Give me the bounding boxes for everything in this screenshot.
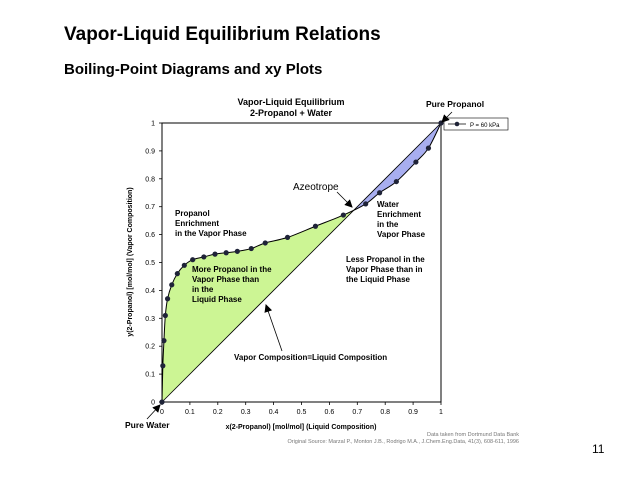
data-point: [312, 223, 319, 229]
x-tick-label: 0.8: [380, 409, 390, 416]
water-enrichment-line: in the: [377, 220, 399, 229]
more-propanol-note: More Propanol in the Vapor Phase than in…: [192, 265, 272, 304]
pure-water-arrow: [146, 404, 161, 420]
data-point: [164, 296, 171, 302]
x-tick-label: 0.5: [297, 409, 307, 416]
data-point: [190, 257, 196, 263]
source-line-1: Data taken from Dortmund Data Bank: [427, 432, 519, 438]
less-propanol-line: the Liquid Phase: [346, 275, 411, 284]
propanol-enrichment-line: in the Vapor Phase: [175, 229, 247, 238]
data-point: [425, 145, 432, 151]
slide-subtitle: Boiling-Point Diagrams and xy Plots: [64, 61, 323, 78]
y-tick-label: 0.2: [145, 344, 155, 351]
y-tick-label: 0.8: [145, 176, 155, 183]
water-enrichment-line: Enrichment: [377, 210, 421, 219]
y-axis-label: y(2-Propanol) [mol/mol] (Vapor Compositi…: [127, 187, 134, 336]
data-point: [169, 282, 175, 288]
source-line-2: Original Source: Marzal P., Monton J.B.,…: [287, 439, 519, 445]
less-propanol-line: Vapor Phase than in: [346, 265, 423, 274]
data-point: [262, 240, 268, 246]
x-axis-label: x(2-Propanol) [mol/mol] (Liquid Composit…: [226, 424, 377, 431]
water-enrichment-line: Water: [377, 200, 399, 209]
chart-title: Vapor-Liquid Equilibrium: [238, 97, 345, 107]
y-axis-ticks: 0 0.1 0.2 0.3 0.4 0.5 0.6 0.7 0.8 0.9 1: [145, 121, 162, 407]
y-tick-label: 0.6: [145, 232, 155, 239]
pure-water-label: Pure Water: [125, 420, 170, 430]
data-point: [248, 245, 254, 252]
data-point: [393, 178, 399, 185]
data-point: [377, 190, 383, 196]
azeotrope-label: Azeotrope: [293, 182, 339, 193]
data-point: [159, 399, 165, 405]
legend-marker: [454, 121, 460, 127]
x-tick-label: 0.9: [408, 409, 418, 416]
x-tick-label: 0: [160, 409, 164, 416]
y-tick-label: 0.4: [145, 288, 155, 295]
less-propanol-note: Less Propanol in the Vapor Phase than in…: [346, 255, 425, 284]
less-propanol-line: Less Propanol in the: [346, 255, 425, 264]
data-point: [160, 363, 166, 369]
data-point: [413, 159, 419, 165]
x-tick-label: 0.4: [269, 409, 279, 416]
data-point: [363, 201, 369, 207]
diagonal-label: Vapor Composition=Liquid Composition: [234, 353, 387, 362]
water-enrichment-note: Water Enrichment in the Vapor Phase: [377, 200, 426, 239]
data-point: [174, 271, 180, 277]
legend-box: [443, 117, 509, 131]
x-tick-label: 0.3: [241, 409, 251, 416]
y-tick-label: 1: [151, 121, 155, 128]
pure-propanol-arrow: [441, 111, 453, 123]
x-tick-label: 0.7: [352, 409, 362, 416]
y-tick-label: 0.3: [145, 316, 155, 323]
more-propanol-line: Liquid Phase: [192, 295, 242, 304]
diagonal-line: [161, 122, 442, 403]
data-point: [340, 212, 346, 218]
water-enrichment-line: Vapor Phase: [377, 230, 426, 239]
data-point: [181, 262, 187, 268]
azeotrope-arrow: [336, 191, 353, 208]
page-number: 11: [592, 442, 605, 456]
y-tick-label: 0.5: [145, 260, 155, 267]
data-point: [162, 312, 168, 319]
chart-subtitle: 2-Propanol + Water: [250, 108, 332, 118]
more-propanol-line: More Propanol in the: [192, 265, 272, 274]
propanol-enrichment-line: Enrichment: [175, 219, 219, 228]
y-tick-label: 0.9: [145, 148, 155, 155]
propanol-enrichment-note: Propanol Enrichment in the Vapor Phase: [175, 209, 247, 238]
more-propanol-line: Vapor Phase than: [192, 275, 259, 284]
data-point: [212, 251, 218, 257]
propanol-enrichment-line: Propanol: [175, 209, 210, 218]
pure-propanol-label: Pure Propanol: [426, 99, 484, 109]
data-point: [284, 234, 291, 240]
y-tick-label: 0.7: [145, 204, 155, 211]
data-point: [223, 250, 229, 256]
data-point: [201, 254, 207, 260]
legend-label: P = 60 kPa: [470, 123, 500, 129]
x-tick-label: 1: [439, 409, 443, 416]
more-propanol-line: in the: [192, 285, 214, 294]
data-point: [234, 248, 240, 254]
y-tick-label: 0: [151, 400, 155, 407]
x-tick-label: 0.6: [325, 409, 335, 416]
x-tick-label: 0.1: [185, 409, 195, 416]
data-point: [161, 338, 167, 344]
data-points: [159, 120, 444, 405]
x-axis-ticks: 0 0.1 0.2 0.3 0.4 0.5 0.6 0.7 0.8 0.9 1: [160, 402, 443, 416]
y-tick-label: 0.1: [145, 372, 155, 379]
diagonal-arrow: [264, 304, 283, 352]
slide-title: Vapor-Liquid Equilibrium Relations: [64, 24, 381, 45]
x-tick-label: 0.2: [213, 409, 223, 416]
legend: P = 60 kPa: [443, 117, 509, 131]
